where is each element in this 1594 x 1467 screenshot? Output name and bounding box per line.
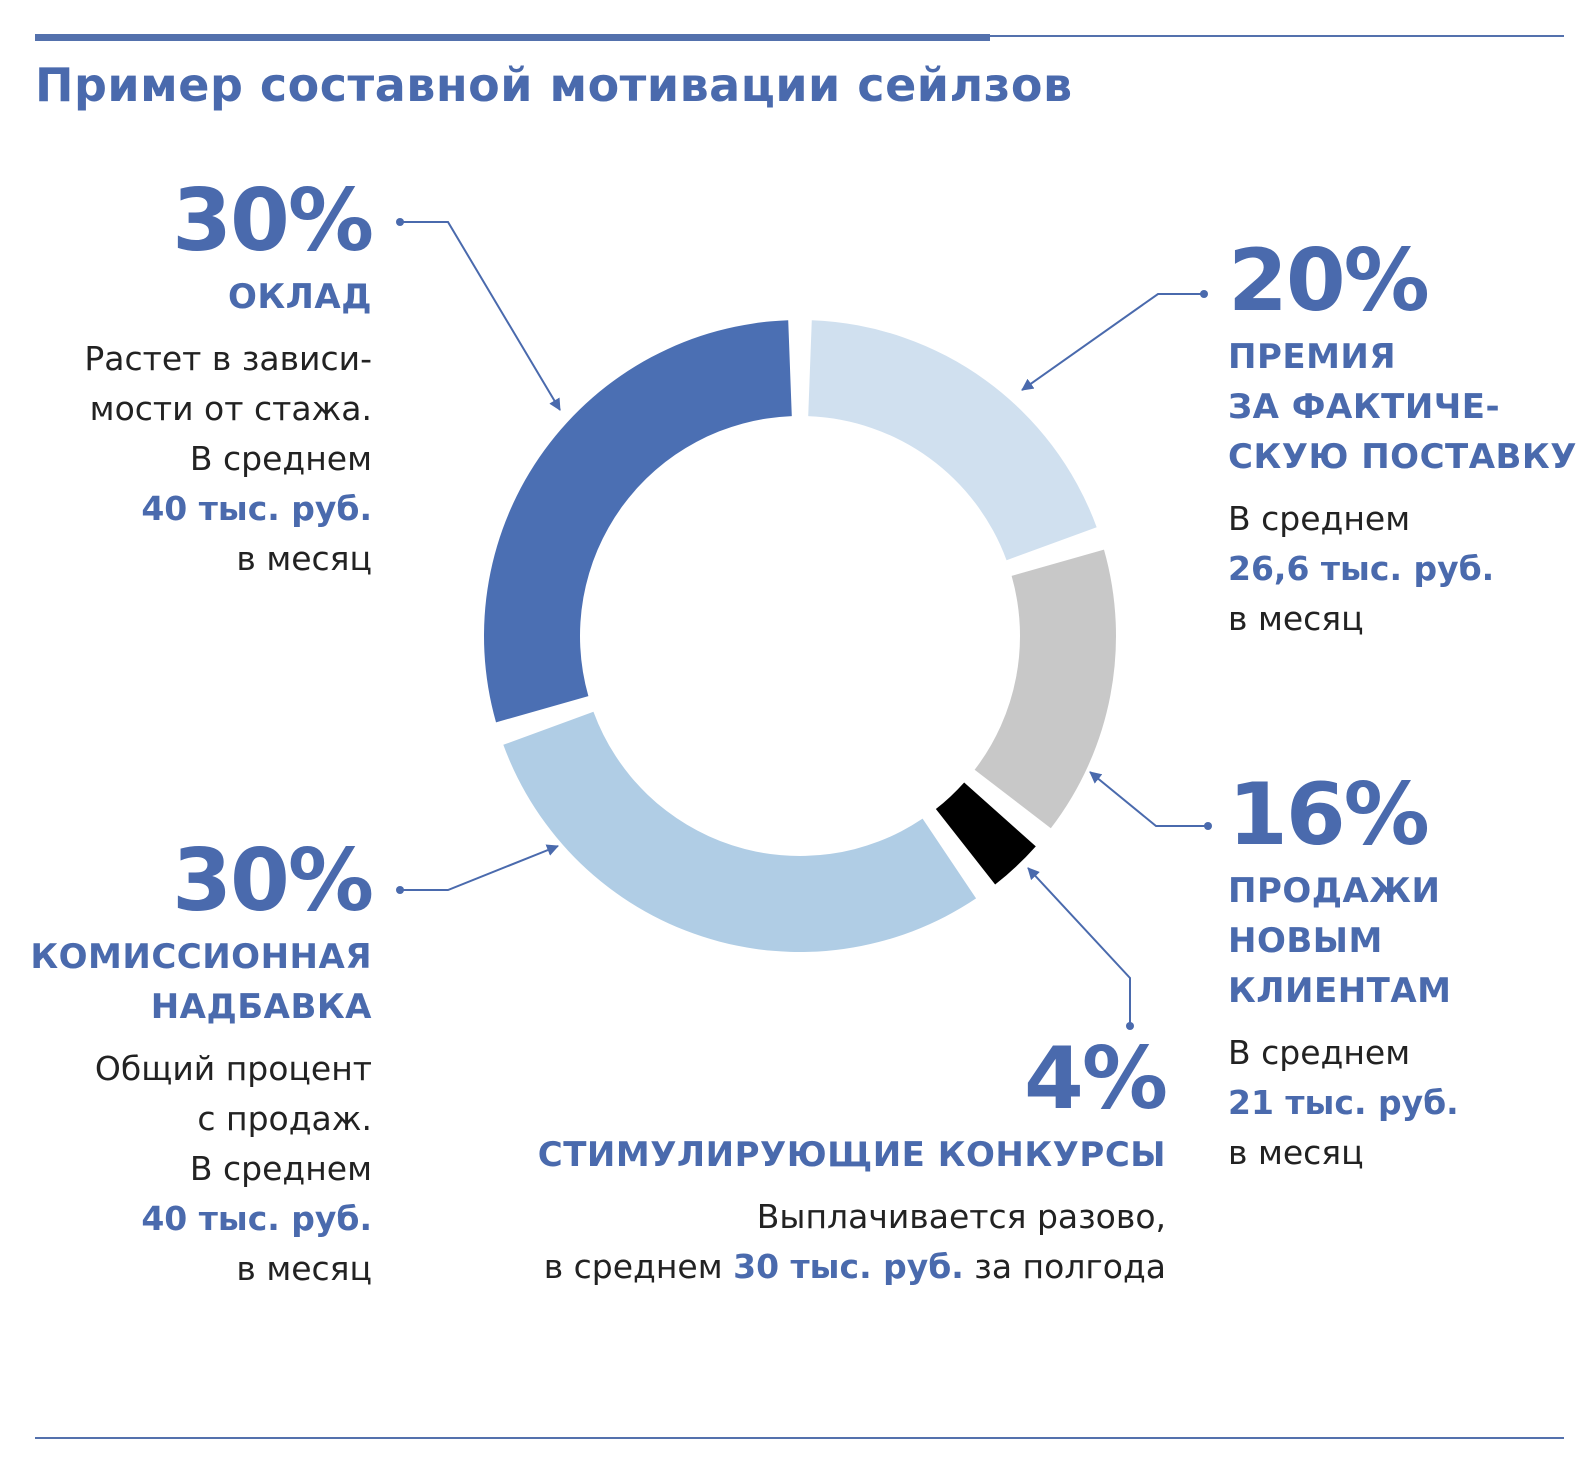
top-rule-thick (35, 34, 990, 41)
contests-amount: 30 тыс. руб. (733, 1247, 964, 1286)
premium-category-line2: ЗА ФАКТИЧЕ- (1228, 387, 1501, 427)
new-clients-amount: 21 тыс. руб. (1228, 1083, 1459, 1122)
callout-line-commission (400, 844, 559, 891)
salary-desc-line2: мости от стажа. (89, 389, 372, 428)
slice-premium (808, 320, 1097, 561)
salary-desc-line4: в месяц (236, 539, 372, 578)
slice-salary (484, 320, 792, 723)
new-clients-percent: 16% (1228, 765, 1430, 865)
contests-desc-pre: в среднем (543, 1247, 734, 1286)
new-clients-category-line1: ПРОДАЖИ (1228, 871, 1441, 911)
salary-percent: 30% (172, 171, 374, 271)
commission-category-line2: НАДБАВКА (150, 987, 372, 1027)
commission-desc-line4: в месяц (236, 1249, 372, 1288)
commission-percent: 30% (172, 831, 374, 931)
premium-amount: 26,6 тыс. руб. (1228, 549, 1495, 588)
new-clients-block: 16% ПРОДАЖИ НОВЫМ КЛИЕНТАМ В среднем 21 … (1228, 772, 1459, 1178)
commission-desc-line3: В среднем (189, 1149, 372, 1188)
slice-commission (503, 711, 977, 952)
bottom-rule (35, 1437, 1564, 1439)
premium-percent: 20% (1228, 231, 1430, 331)
chart-title: Пример составной мотивации сейлзов (35, 58, 1073, 112)
callout-lines (396, 218, 1212, 1030)
contests-percent: 4% (1023, 1029, 1168, 1129)
contests-category: СТИМУЛИРУЮЩИЕ КОНКУРСЫ (537, 1135, 1166, 1175)
salary-desc-line1: Растет в зависи- (84, 339, 372, 378)
top-rule-thin (990, 35, 1564, 37)
salary-amount: 40 тыс. руб. (141, 489, 372, 528)
salary-block: 30% ОКЛАД Растет в зависи- мости от стаж… (84, 171, 374, 584)
callout-line-salary (400, 221, 561, 411)
new-clients-desc-line1: В среднем (1228, 1033, 1411, 1072)
premium-category-line1: ПРЕМИЯ (1228, 337, 1397, 377)
salary-desc-line3: В среднем (189, 439, 372, 478)
callout-line-contests (1027, 867, 1131, 1026)
commission-desc-line1: Общий процент (94, 1049, 372, 1088)
contests-desc-line2: в среднем 30 тыс. руб. за полгода (538, 1242, 1166, 1292)
commission-desc-line2: с продаж. (197, 1099, 372, 1138)
salary-category: ОКЛАД (227, 277, 372, 317)
commission-amount: 40 тыс. руб. (141, 1199, 372, 1238)
donut-slices (484, 320, 1116, 952)
premium-desc-line1: В среднем (1228, 499, 1411, 538)
premium-block: 20% ПРЕМИЯ ЗА ФАКТИЧЕ- СКУЮ ПОСТАВКУ В с… (1228, 238, 1577, 644)
new-clients-category-line3: КЛИЕНТАМ (1228, 971, 1452, 1011)
new-clients-category-line2: НОВЫМ (1228, 921, 1383, 961)
commission-block: 30% КОМИССИОННАЯ НАДБАВКА Общий процент … (30, 831, 374, 1294)
slice-contests (935, 782, 1036, 885)
callout-line-new-clients (1089, 771, 1208, 827)
contests-block: 4% СТИМУЛИРУЮЩИЕ КОНКУРСЫ Выплачивается … (537, 1029, 1168, 1292)
commission-category-line1: КОМИССИОННАЯ (30, 937, 372, 977)
slice-new-clients (974, 549, 1116, 829)
premium-desc-line2: в месяц (1228, 599, 1364, 638)
callout-line-premium (1021, 293, 1204, 391)
contests-desc-line1: Выплачивается разово, (756, 1197, 1166, 1236)
premium-category-line3: СКУЮ ПОСТАВКУ (1228, 437, 1577, 477)
contests-desc-post: за полгода (963, 1247, 1166, 1286)
new-clients-desc-line2: в месяц (1228, 1133, 1364, 1172)
